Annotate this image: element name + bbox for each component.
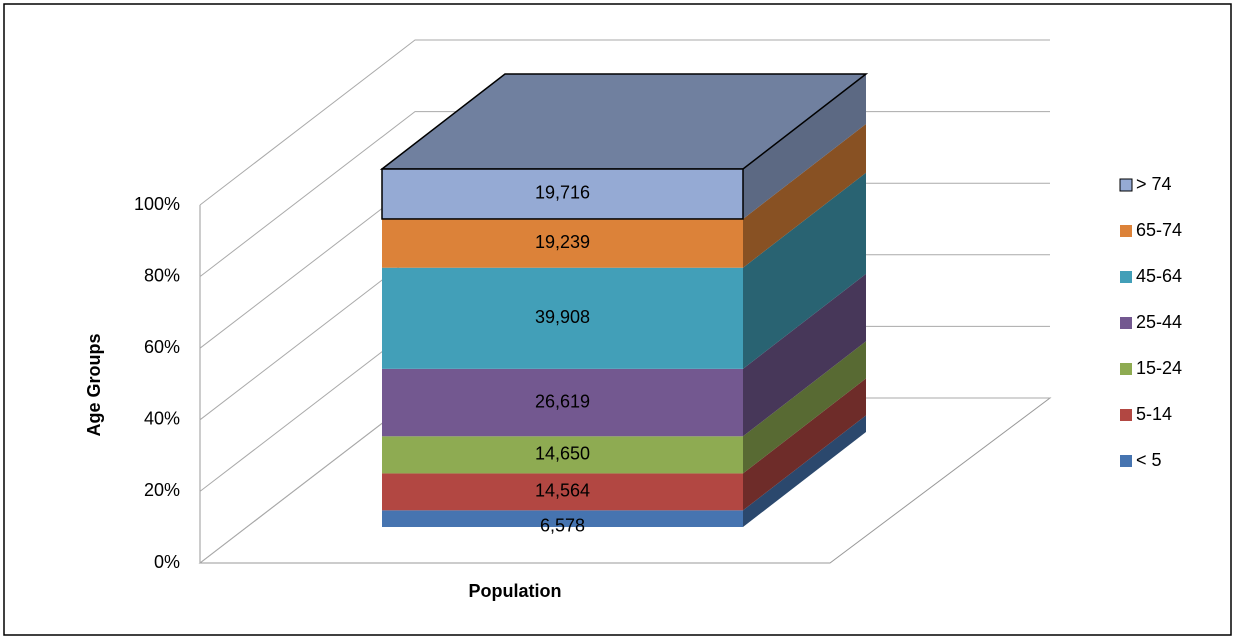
legend-swatch — [1120, 363, 1132, 375]
bar — [382, 436, 743, 474]
bar-side — [743, 123, 866, 268]
legend-swatch — [1119, 178, 1133, 192]
data-label: 14,564 — [535, 481, 590, 501]
data-label: 39,908 — [535, 307, 590, 327]
bar-side — [743, 74, 866, 219]
legend-swatch — [1120, 317, 1132, 329]
data-label: 19,716 — [535, 183, 590, 203]
data-label: 26,619 — [535, 391, 590, 411]
bar — [382, 510, 743, 527]
legend-label: < 5 — [1136, 450, 1162, 470]
y-tick-label: 0% — [154, 552, 180, 572]
legend-label: 65-74 — [1136, 220, 1182, 240]
legend-label: > 74 — [1136, 174, 1172, 194]
legend-label: 45-64 — [1136, 266, 1182, 286]
bar-side — [743, 172, 866, 369]
y-axis-title: Age Groups — [84, 333, 104, 436]
y-tick-label: 80% — [144, 265, 180, 285]
bar-side — [743, 415, 866, 527]
grid-line — [199, 39, 1050, 206]
bar — [382, 368, 743, 437]
data-label: 14,650 — [535, 444, 590, 464]
legend-swatch — [1120, 409, 1132, 421]
data-label: 19,239 — [535, 232, 590, 252]
bar-side — [743, 341, 866, 474]
legend-label: 25-44 — [1136, 312, 1182, 332]
bar-side — [743, 378, 866, 511]
legend-label: 5-14 — [1136, 404, 1172, 424]
bar — [382, 218, 743, 268]
x-tick-label: Population — [469, 581, 562, 601]
data-label: 6,578 — [540, 515, 585, 535]
bar — [382, 267, 743, 369]
legend-swatch — [1120, 455, 1132, 467]
y-tick-label: 40% — [144, 409, 180, 429]
legend-swatch — [1120, 271, 1132, 283]
legend-swatch — [1120, 225, 1132, 237]
bar — [381, 168, 744, 220]
y-tick-label: 20% — [144, 480, 180, 500]
y-tick-label: 60% — [144, 337, 180, 357]
bar-side — [743, 273, 866, 437]
legend-label: 15-24 — [1136, 358, 1182, 378]
bar — [382, 473, 743, 511]
y-tick-label: 100% — [134, 194, 180, 214]
